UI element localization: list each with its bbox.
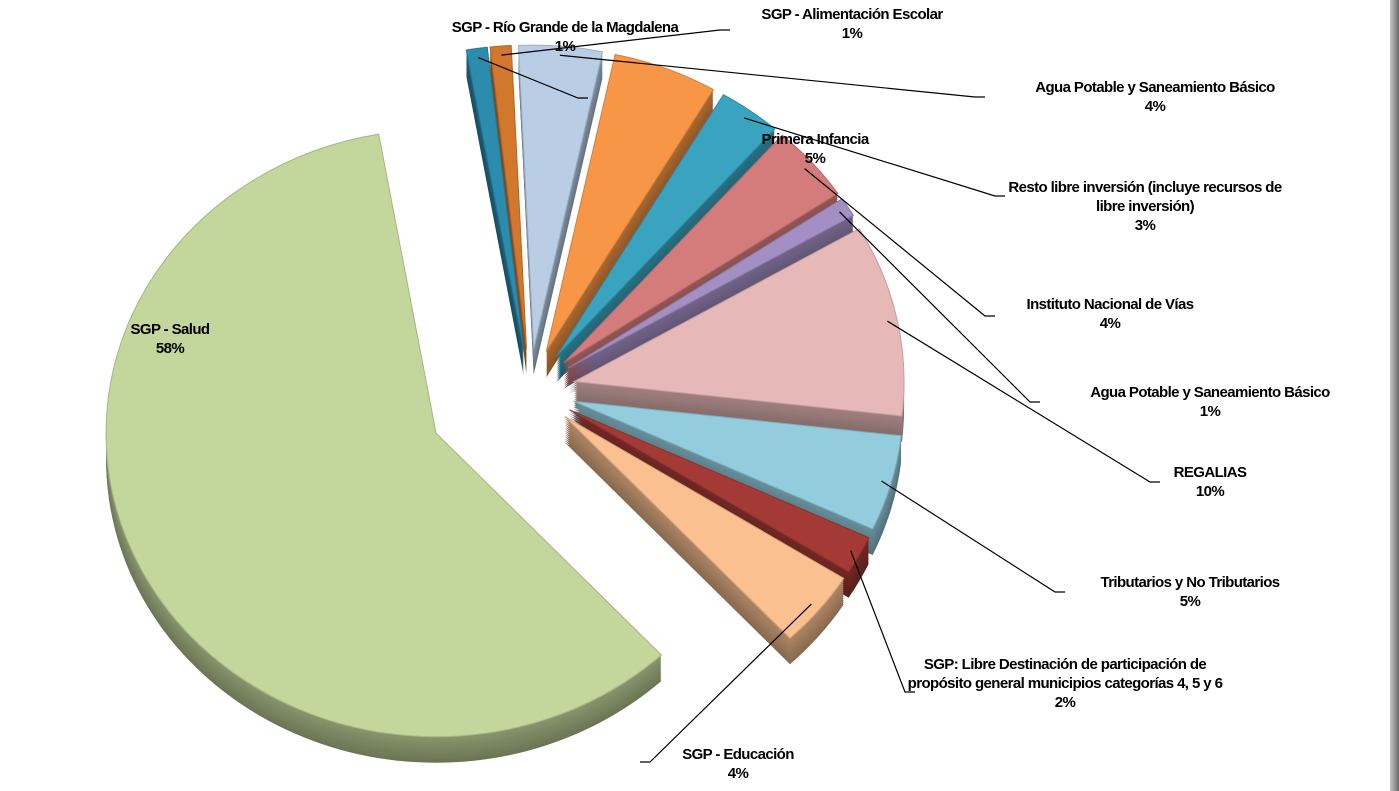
slice-side	[490, 59, 527, 363]
slice-label: Resto libre inversión (incluye recursos …	[995, 178, 1295, 235]
slice-label: SGP - Alimentación Escolar 1%	[702, 5, 1002, 43]
slice-label: SGP - Salud 58%	[70, 320, 270, 358]
percent-label: 10%	[1195, 483, 1225, 500]
slice-side	[490, 53, 527, 357]
slice-side	[490, 51, 527, 355]
slice	[489, 44, 527, 349]
percent-label: 1%	[841, 25, 863, 42]
percent-label: 1%	[554, 38, 576, 55]
slice-side	[490, 65, 527, 369]
leader-line	[887, 320, 1160, 483]
slice	[105, 133, 663, 738]
leader-line	[477, 56, 588, 99]
percent-label: 4%	[1099, 315, 1121, 332]
leader-line	[881, 480, 1065, 593]
category-label: SGP - Salud	[130, 321, 211, 338]
slice	[572, 228, 905, 417]
category-label: SGP - Río Grande de la Magdalena	[451, 19, 679, 36]
slice-side	[490, 57, 527, 361]
percent-label: 4%	[727, 765, 749, 782]
percent-label: 4%	[1144, 98, 1166, 115]
category-label: Primera Infancia	[761, 131, 869, 148]
slice	[573, 400, 902, 530]
window-edge	[1390, 0, 1399, 791]
slice-label: SGP - Río Grande de la Magdalena 1%	[450, 18, 680, 56]
category-label: Instituto Nacional de Vías	[1026, 296, 1195, 313]
slice-label: Primera Infancia 5%	[715, 130, 915, 168]
slice-label: SGP: Libre Destinación de participación …	[895, 655, 1235, 712]
leader-line	[640, 603, 812, 763]
leader-line	[744, 117, 1005, 197]
percent-label: 3%	[1134, 217, 1156, 234]
percent-label: 2%	[1054, 694, 1076, 711]
slice-side	[490, 55, 527, 359]
slice-label: SGP - Educación 4%	[628, 745, 848, 783]
slice-side	[490, 63, 527, 367]
slice	[563, 134, 839, 364]
slice-label: Tributarios y No Tributarios 5%	[1040, 573, 1340, 611]
category-label: Tributarios y No Tributarios	[1100, 574, 1280, 591]
slice-label: REGALIAS 10%	[1110, 463, 1310, 501]
category-label: Resto libre inversión (incluye recursos …	[1008, 179, 1282, 215]
slice	[555, 93, 776, 357]
slice	[465, 46, 525, 350]
slice-label: Agua Potable y Saneamiento Básico 4%	[965, 78, 1345, 116]
percent-label: 58%	[155, 340, 185, 357]
slice-side	[490, 61, 527, 365]
slice	[517, 44, 604, 349]
leader-line	[501, 29, 730, 56]
category-label: SGP - Educación	[682, 746, 794, 763]
slice	[564, 415, 845, 639]
category-label: SGP - Alimentación Escolar	[761, 6, 943, 23]
leader-line	[804, 168, 995, 317]
slice	[569, 409, 870, 573]
slice-label: Instituto Nacional de Vías 4%	[970, 295, 1250, 333]
percent-label: 5%	[804, 150, 826, 167]
percent-label: 5%	[1179, 593, 1201, 610]
category-label: SGP: Libre Destinación de participación …	[907, 656, 1223, 692]
category-label: REGALIAS	[1173, 464, 1247, 481]
slice	[545, 53, 715, 352]
percent-label: 1%	[1199, 403, 1221, 420]
leader-line	[850, 550, 915, 693]
category-label: Agua Potable y Saneamiento Básico	[1090, 384, 1330, 401]
leader-line	[559, 54, 985, 98]
slice-label: Agua Potable y Saneamiento Básico 1%	[1020, 383, 1399, 421]
leader-line	[839, 211, 1040, 403]
category-label: Agua Potable y Saneamiento Básico	[1035, 79, 1275, 96]
